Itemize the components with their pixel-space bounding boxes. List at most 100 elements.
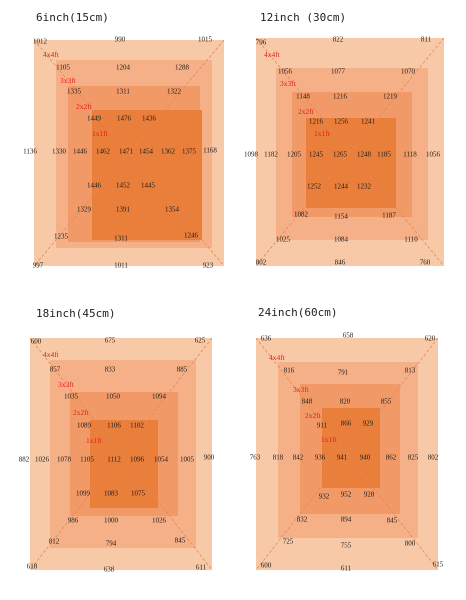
ppfd-value: 1075 [131, 489, 145, 498]
ppfd-value: 1446 [73, 147, 87, 156]
ppfd-value: 885 [176, 365, 188, 374]
ppfd-value: 832 [296, 515, 308, 524]
ppfd-value: 1098 [244, 150, 258, 159]
area-1x1ft-rect [92, 110, 202, 240]
ppfd-value: 1148 [296, 92, 310, 101]
ppfd-value: 611 [195, 563, 207, 572]
panel-title: 12inch (30cm) [260, 11, 347, 24]
ppfd-value: 615 [432, 560, 444, 569]
ppfd-value: 1288 [175, 63, 189, 72]
zone-label: 4x4ft [43, 350, 59, 359]
ppfd-value: 1083 [104, 489, 118, 498]
zone-label: 1x1ft [321, 435, 337, 444]
zone-label: 2x2ft [73, 408, 89, 417]
ppfd-value: 1354 [165, 205, 179, 214]
ppfd-value: 725 [282, 537, 294, 546]
ppfd-value: 811 [420, 35, 432, 44]
ppfd-value: 1362 [161, 147, 175, 156]
ppfd-value: 833 [104, 365, 116, 374]
ppfd-value: 822 [332, 35, 344, 44]
ppfd-value: 894 [340, 515, 352, 524]
zone-label: 2x2ft [298, 107, 314, 116]
ppfd-value: 1105 [56, 63, 70, 72]
ppfd-value: 1219 [383, 92, 397, 101]
ppfd-value: 1375 [182, 147, 196, 156]
ppfd-value: 791 [337, 368, 349, 377]
ppfd-value: 796 [255, 38, 267, 47]
ppfd-value: 1105 [80, 455, 94, 464]
ppfd-value: 857 [49, 365, 61, 374]
zone-label: 3x3ft [280, 79, 296, 88]
ppfd-value: 1462 [96, 147, 110, 156]
ppfd-value: 1011 [114, 261, 128, 270]
ppfd-value: 760 [419, 258, 431, 267]
ppfd-value: 1322 [167, 87, 181, 96]
ppfd-value: 1025 [276, 235, 290, 244]
ppfd-value: 1232 [357, 182, 371, 191]
ppfd-value: 1187 [382, 211, 396, 220]
ppfd-value: 986 [67, 516, 79, 525]
zone-label: 3x3ft [58, 380, 74, 389]
ppfd-value: 1335 [67, 87, 81, 96]
ppfd-value: 1185 [377, 150, 391, 159]
ppfd-value: 1026 [152, 516, 166, 525]
ppfd-value: 990 [114, 35, 126, 44]
ppfd-value: 923 [202, 261, 214, 270]
ppfd-value: 846 [334, 258, 346, 267]
ppfd-value: 1082 [294, 210, 308, 219]
ppfd-value: 675 [104, 336, 116, 345]
ppfd-value: 813 [404, 366, 416, 375]
ppfd-value: 862 [385, 453, 397, 462]
ppfd-value: 842 [292, 453, 304, 462]
ppfd-value: 1099 [76, 489, 90, 498]
ppfd-value: 1112 [107, 455, 121, 464]
ppfd-value: 936 [314, 453, 326, 462]
ppfd-value: 866 [340, 419, 352, 428]
ppfd-value: 1182 [264, 150, 278, 159]
ppfd-value: 1476 [117, 114, 131, 123]
ppfd-value: 638 [103, 565, 115, 574]
ppfd-value: 1118 [403, 150, 417, 159]
ppfd-value: 952 [340, 490, 352, 499]
ppfd-value: 1436 [142, 114, 156, 123]
ppfd-value: 1452 [116, 181, 130, 190]
ppfd-value: 1241 [361, 117, 375, 126]
ppfd-value: 1056 [426, 150, 440, 159]
ppfd-value: 1077 [331, 67, 345, 76]
ppfd-value: 1154 [334, 212, 348, 221]
ppfd-value: 600 [260, 561, 272, 570]
ppfd-value: 802 [255, 258, 267, 267]
ppfd-value: 1168 [203, 146, 217, 155]
ppfd-value: 1311 [116, 87, 130, 96]
ppfd-value: 1094 [152, 392, 166, 401]
ppfd-value: 1056 [278, 67, 292, 76]
zone-label: 4x4ft [43, 50, 59, 59]
ppfd-value: 1245 [309, 150, 323, 159]
ppfd-value: 900 [203, 453, 215, 462]
ppfd-value: 845 [386, 516, 398, 525]
ppfd-value: 1089 [77, 421, 91, 430]
zone-label: 1x1ft [86, 436, 102, 445]
ppfd-value: 1205 [287, 150, 301, 159]
ppfd-value: 1454 [139, 147, 153, 156]
ppfd-value: 855 [380, 397, 392, 406]
panel-title: 6inch(15cm) [36, 11, 109, 24]
area-1x1ft-rect [90, 420, 158, 508]
ppfd-value: 1248 [357, 150, 371, 159]
ppfd-value: 845 [174, 536, 186, 545]
ppfd-value: 620 [424, 334, 436, 343]
ppfd-value: 600 [30, 337, 42, 346]
ppfd-value: 1035 [64, 392, 78, 401]
ppfd-value: 1084 [334, 235, 348, 244]
ppfd-value: 1445 [141, 181, 155, 190]
ppfd-value: 1244 [334, 182, 348, 191]
ppfd-value: 1096 [130, 455, 144, 464]
ppfd-value: 1000 [104, 516, 118, 525]
ppfd-value: 932 [318, 492, 330, 501]
ppfd-value: 1078 [57, 455, 71, 464]
ppfd-value: 1446 [87, 181, 101, 190]
ppfd-value: 1070 [401, 67, 415, 76]
ppfd-value: 940 [359, 453, 371, 462]
ppfd-value: 1102 [130, 421, 144, 430]
ppfd-value: 1216 [309, 117, 323, 126]
